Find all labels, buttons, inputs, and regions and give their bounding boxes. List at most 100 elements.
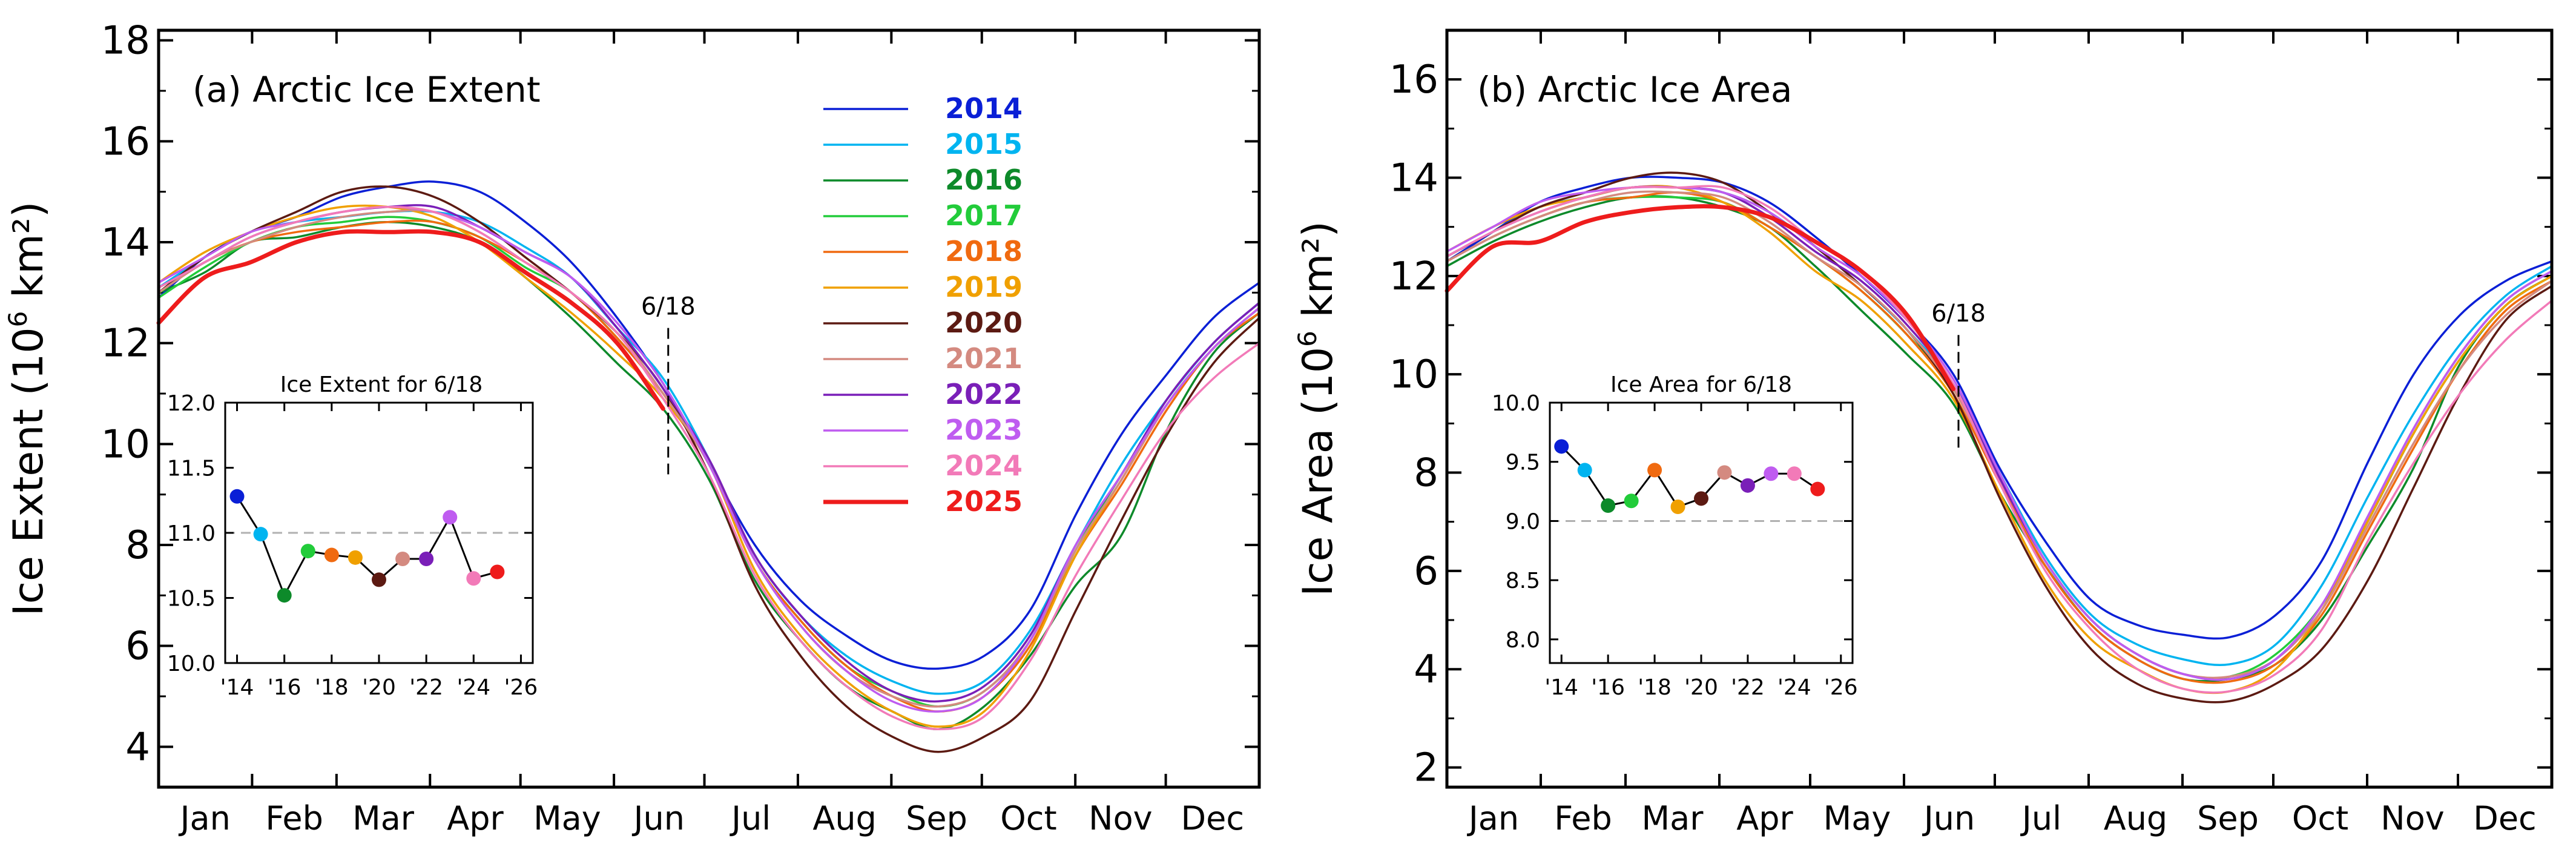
y-tick-label: 8 [125, 523, 150, 568]
inset-frame [224, 401, 534, 664]
inset-title: Ice Extent for 6/18 [280, 372, 483, 397]
y-tick-label: 12 [1389, 254, 1438, 299]
inset-point-2022 [1740, 478, 1755, 493]
y-tick-label: 16 [101, 119, 150, 164]
inset-x-tick-label: '22 [409, 675, 443, 700]
inset-point-2025 [490, 564, 505, 579]
legend-label-2020: 2020 [945, 306, 1023, 339]
inset-point-2018 [324, 547, 339, 563]
y-axis-label-unit: km²) [1294, 221, 1342, 331]
inset-point-2022 [419, 552, 434, 566]
inset-x-tick-label: '16 [1591, 675, 1625, 700]
date-marker-label: 6/18 [1931, 300, 1986, 328]
legend-label-2017: 2017 [945, 199, 1023, 232]
legend-label-2014: 2014 [945, 92, 1023, 125]
month-label-mar: Mar [352, 799, 415, 837]
month-label-dec: Dec [2473, 799, 2537, 837]
month-label-mar: Mar [1642, 799, 1704, 837]
series-line-2025 [156, 229, 665, 411]
inset-x-tick-label: '24 [1777, 675, 1811, 700]
inset-y-tick-label: 11.5 [167, 457, 216, 481]
panel-arctic-ice-area: 2 4 6 8 10 12 14 16 Jan Feb Mar Apr May Jun Jul Aug Sep O… [1293, 28, 2554, 837]
y-tick-label: 2 [1414, 746, 1438, 791]
inset-x-tick-label: '18 [315, 675, 349, 700]
inset-title: Ice Area for 6/18 [1610, 372, 1792, 397]
inset-point-2017 [1624, 493, 1639, 509]
y-tick-label: 12 [101, 322, 150, 366]
y-axis-label: Ice Extent (106 km²) [3, 202, 53, 616]
inset-x-tick-label: '14 [1544, 675, 1578, 700]
legend-label-2021: 2021 [945, 342, 1023, 375]
y-tick-label: 10 [101, 422, 150, 467]
y-tick-label: 18 [101, 19, 150, 64]
inset-y-tick-label: 12.0 [167, 391, 216, 416]
inset-y-tick-label: 11.0 [167, 521, 216, 546]
inset-point-2015 [1577, 463, 1592, 478]
inset-y-tick-label: 10.0 [1492, 391, 1540, 416]
month-label-jan: Jan [1467, 799, 1519, 837]
inset-x-tick-label: '22 [1731, 675, 1765, 700]
month-label-jun: Jun [632, 799, 685, 837]
inset-y-tick-label: 8.0 [1506, 628, 1540, 653]
month-label-apr: Apr [1736, 799, 1793, 837]
legend-label-2019: 2019 [945, 271, 1023, 303]
inset-point-2025 [1810, 481, 1825, 497]
month-label-sep: Sep [906, 799, 967, 837]
month-label-may: May [533, 799, 601, 837]
inset-point-2024 [466, 571, 481, 586]
date-marker-label: 6/18 [641, 293, 696, 321]
panel-title: (b) Arctic Ice Area [1477, 69, 1792, 110]
y-tick-label: 6 [125, 624, 150, 669]
inset-point-2017 [300, 544, 315, 559]
inset-point-2018 [1647, 463, 1662, 478]
inset-point-2014 [229, 489, 245, 504]
series-line-2020 [1446, 171, 2553, 704]
inset-point-2019 [348, 550, 363, 565]
legend-label-2024: 2024 [945, 449, 1023, 482]
inset-point-2021 [395, 552, 410, 566]
inset-point-2024 [1787, 466, 1802, 481]
inset-point-2016 [1601, 498, 1616, 513]
legend-label-2015: 2015 [945, 128, 1023, 160]
month-label-apr: Apr [447, 799, 504, 837]
inset-point-2020 [1694, 491, 1708, 506]
month-label-jan: Jan [179, 799, 231, 837]
legend-label-2018: 2018 [945, 235, 1023, 268]
series-line-2024 [1446, 185, 2553, 694]
month-label-jul: Jul [2020, 799, 2061, 837]
month-label-oct: Oct [1000, 799, 1056, 837]
month-label-nov: Nov [1089, 799, 1152, 837]
y-axis-label-unit: km²) [5, 202, 53, 311]
inset-x-tick-label: '18 [1638, 675, 1672, 700]
legend-label-2023: 2023 [945, 414, 1023, 446]
inset-x-tick-label: '24 [456, 675, 490, 700]
inset-background [1550, 403, 1853, 663]
y-axis-label-exponent: 6 [3, 311, 33, 328]
y-tick-label: 6 [1414, 549, 1438, 594]
inset-point-2014 [1554, 439, 1569, 454]
series-line-2025 [1444, 204, 1955, 391]
month-label-feb: Feb [1554, 799, 1612, 837]
month-label-dec: Dec [1181, 799, 1245, 837]
month-label-aug: Aug [2104, 799, 2167, 837]
y-axis-label: Ice Area (106 km²) [1293, 221, 1342, 596]
y-axis-label-main: Ice Extent (10 [5, 327, 53, 616]
legend-label-2025: 2025 [945, 485, 1023, 518]
inset-y-tick-label: 9.5 [1506, 450, 1540, 475]
inset-x-tick-label: '16 [268, 675, 301, 700]
month-label-may: May [1823, 799, 1891, 837]
inset-x-tick-label: '26 [1824, 675, 1858, 700]
inset-x-tick-label: '20 [362, 675, 396, 700]
inset-x-tick-label: '26 [504, 675, 538, 700]
inset-point-2020 [372, 572, 386, 587]
series-line-2018 [1446, 191, 2553, 684]
inset-point-2015 [253, 527, 268, 542]
inset-point-2021 [1717, 465, 1732, 480]
inset-y-tick-label: 9.0 [1506, 509, 1540, 534]
y-tick-label: 16 [1389, 58, 1438, 102]
y-axis-label-main: Ice Area (10 [1294, 347, 1342, 596]
series-line-2019 [157, 204, 1260, 728]
inset-point-2019 [1670, 500, 1685, 514]
